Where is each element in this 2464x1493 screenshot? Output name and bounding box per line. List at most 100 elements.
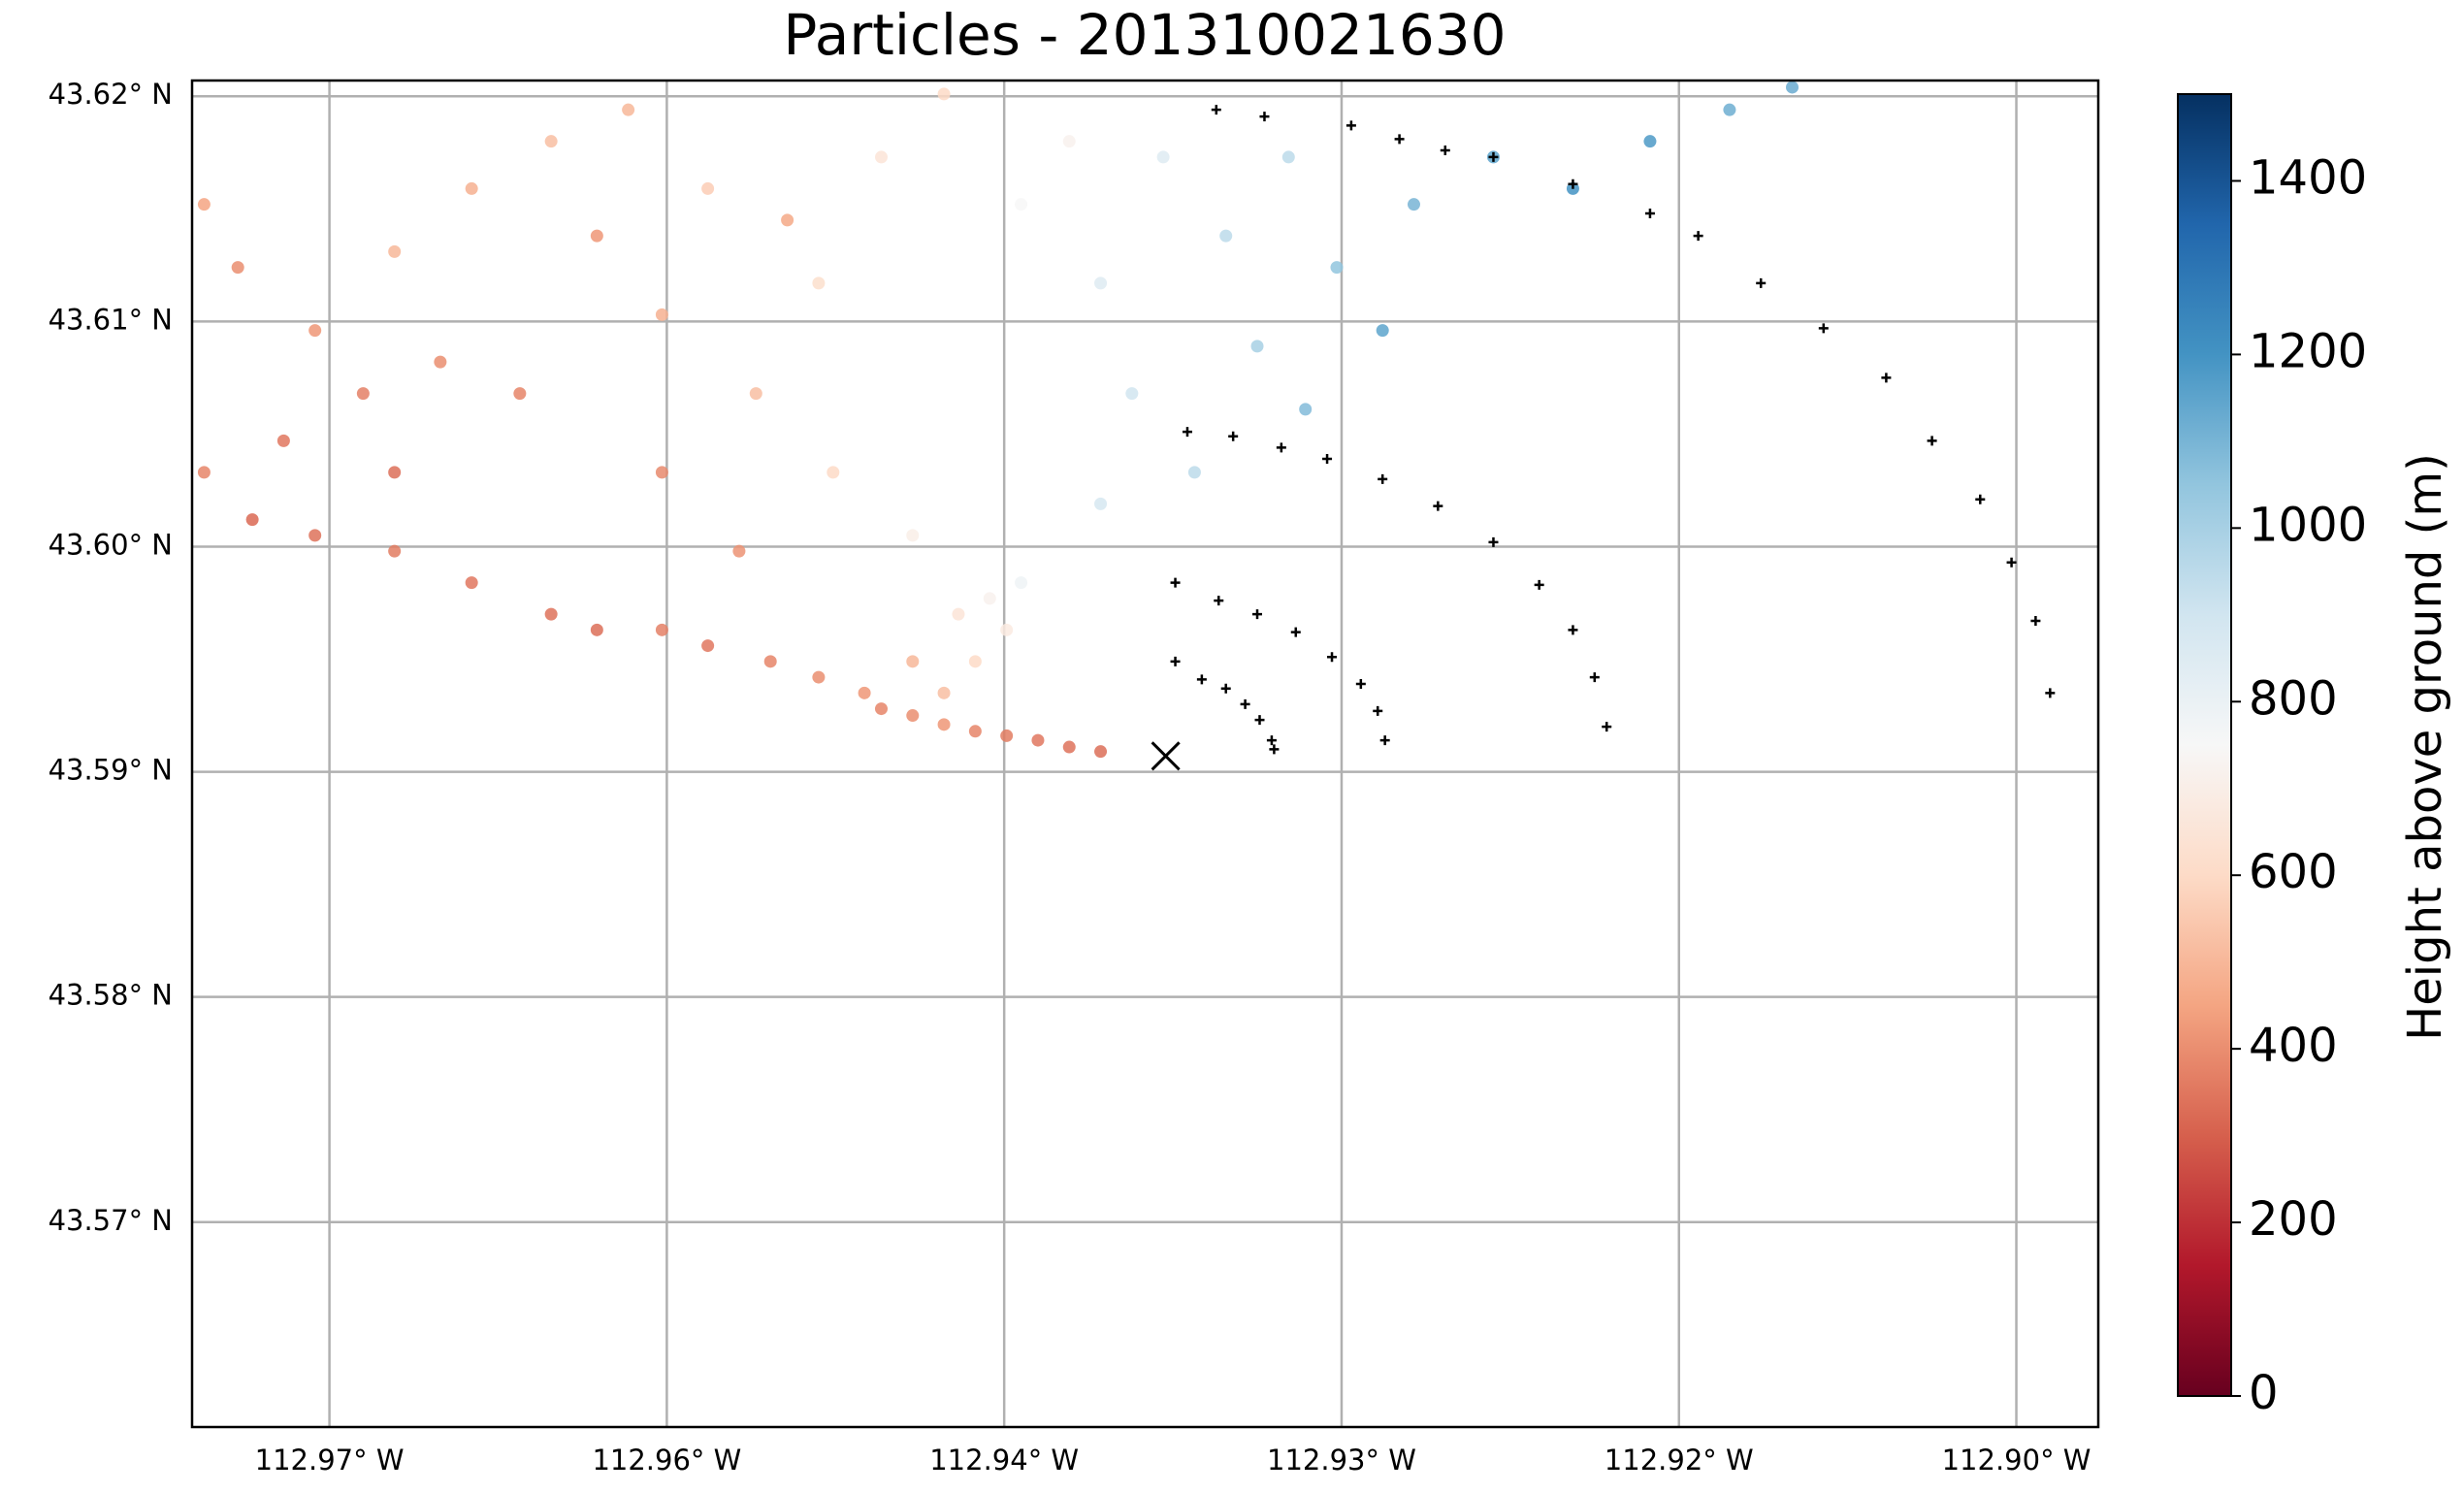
particle	[388, 544, 402, 558]
y-tick-label: 43.60° N	[49, 528, 173, 561]
trajectory-point	[2006, 557, 2017, 568]
trajectory-point	[2045, 688, 2056, 698]
particle	[1299, 403, 1313, 416]
particle	[544, 607, 558, 621]
particle	[968, 725, 982, 738]
trajectory-point	[1170, 656, 1181, 666]
colorbar-tick-label: 200	[2249, 1192, 2338, 1247]
particle	[1000, 729, 1014, 742]
particle	[465, 181, 478, 195]
trajectory-point	[1170, 577, 1181, 588]
trajectory-point	[1440, 145, 1450, 155]
trajectory-point	[1240, 698, 1250, 709]
particle	[655, 466, 668, 479]
particle	[812, 276, 826, 290]
trajectory-point	[1269, 744, 1280, 755]
trajectory-point	[1220, 683, 1231, 694]
trajectory-point	[1327, 652, 1338, 663]
trajectory-point	[1252, 609, 1263, 620]
trajectory-point	[1322, 453, 1333, 464]
particle	[308, 324, 322, 338]
trajectory-point	[1881, 373, 1892, 383]
trajectory-point	[1589, 672, 1600, 683]
trajectory-point	[1975, 494, 1986, 504]
particle	[1015, 198, 1028, 211]
particle	[308, 529, 322, 542]
particle	[1125, 387, 1139, 401]
trajectory-point	[1488, 536, 1499, 547]
particle	[763, 655, 777, 668]
particle	[231, 261, 244, 275]
particle	[1219, 229, 1233, 243]
trajectory-point	[1259, 112, 1270, 122]
trajectory-point	[1254, 715, 1265, 726]
x-tick-label: 112.96° W	[592, 1444, 741, 1477]
particle	[1062, 740, 1076, 754]
y-tick-label: 43.61° N	[49, 303, 173, 336]
particle	[906, 655, 920, 668]
trajectory-point	[1290, 627, 1301, 637]
source-marker	[1151, 741, 1181, 771]
particle	[1330, 261, 1344, 275]
plot-area	[197, 81, 2056, 771]
particle	[701, 639, 715, 653]
particle	[937, 686, 951, 699]
particle	[1723, 103, 1736, 116]
particle	[749, 387, 762, 401]
trajectory-point	[1345, 120, 1356, 131]
particle	[465, 576, 478, 590]
particle	[590, 229, 603, 243]
particle	[968, 655, 982, 668]
x-tick-label: 112.93° W	[1267, 1444, 1416, 1477]
trajectory-point	[1394, 134, 1405, 145]
trajectory-point	[1433, 501, 1443, 511]
particle	[276, 434, 290, 447]
trajectory-point	[1276, 442, 1286, 453]
particle	[590, 623, 603, 636]
particle	[197, 466, 211, 479]
trajectory-point	[1214, 596, 1224, 606]
particle	[874, 150, 888, 164]
particle	[1062, 135, 1076, 148]
particle	[1187, 466, 1201, 479]
particle	[245, 513, 259, 527]
particle	[874, 702, 888, 716]
trajectory-point	[1602, 722, 1612, 732]
particle	[388, 244, 402, 258]
trajectory-point	[1568, 625, 1578, 635]
trajectory-point	[1568, 179, 1578, 189]
y-tick-label: 43.62° N	[49, 78, 173, 111]
trajectory-point	[1927, 436, 1937, 446]
particle	[732, 544, 746, 558]
trajectory-point	[1266, 735, 1277, 746]
trajectory-point	[1693, 231, 1703, 242]
particle	[1643, 135, 1657, 148]
trajectory-point	[1756, 277, 1767, 288]
colorbar-tick-label: 0	[2249, 1366, 2279, 1420]
colorbar-tick-label: 1000	[2249, 498, 2367, 552]
x-tick-label: 112.90° W	[1942, 1444, 2091, 1477]
colorbar-tick-label: 400	[2249, 1019, 2338, 1073]
trajectory-point	[1488, 151, 1499, 162]
colorbar: 0 200 400 600 800 1000 1200 1400	[2177, 93, 2367, 1420]
colorbar-label: Height above ground (m)	[2398, 453, 2452, 1041]
x-tick-label: 112.94° W	[929, 1444, 1079, 1477]
colorbar-tick-label: 1200	[2249, 324, 2367, 378]
particle	[434, 355, 447, 369]
particle	[1407, 198, 1420, 211]
particle	[983, 592, 996, 605]
particle	[197, 198, 211, 211]
x-tick-label: 112.97° W	[255, 1444, 405, 1477]
particle	[544, 135, 558, 148]
particle	[655, 623, 668, 636]
particle	[1376, 324, 1389, 338]
colorbar-tick-label: 1400	[2249, 150, 2367, 205]
particle	[622, 103, 635, 116]
particle	[937, 87, 951, 101]
particle	[906, 709, 920, 723]
trajectory-point	[1534, 579, 1544, 590]
particle	[1015, 576, 1028, 590]
